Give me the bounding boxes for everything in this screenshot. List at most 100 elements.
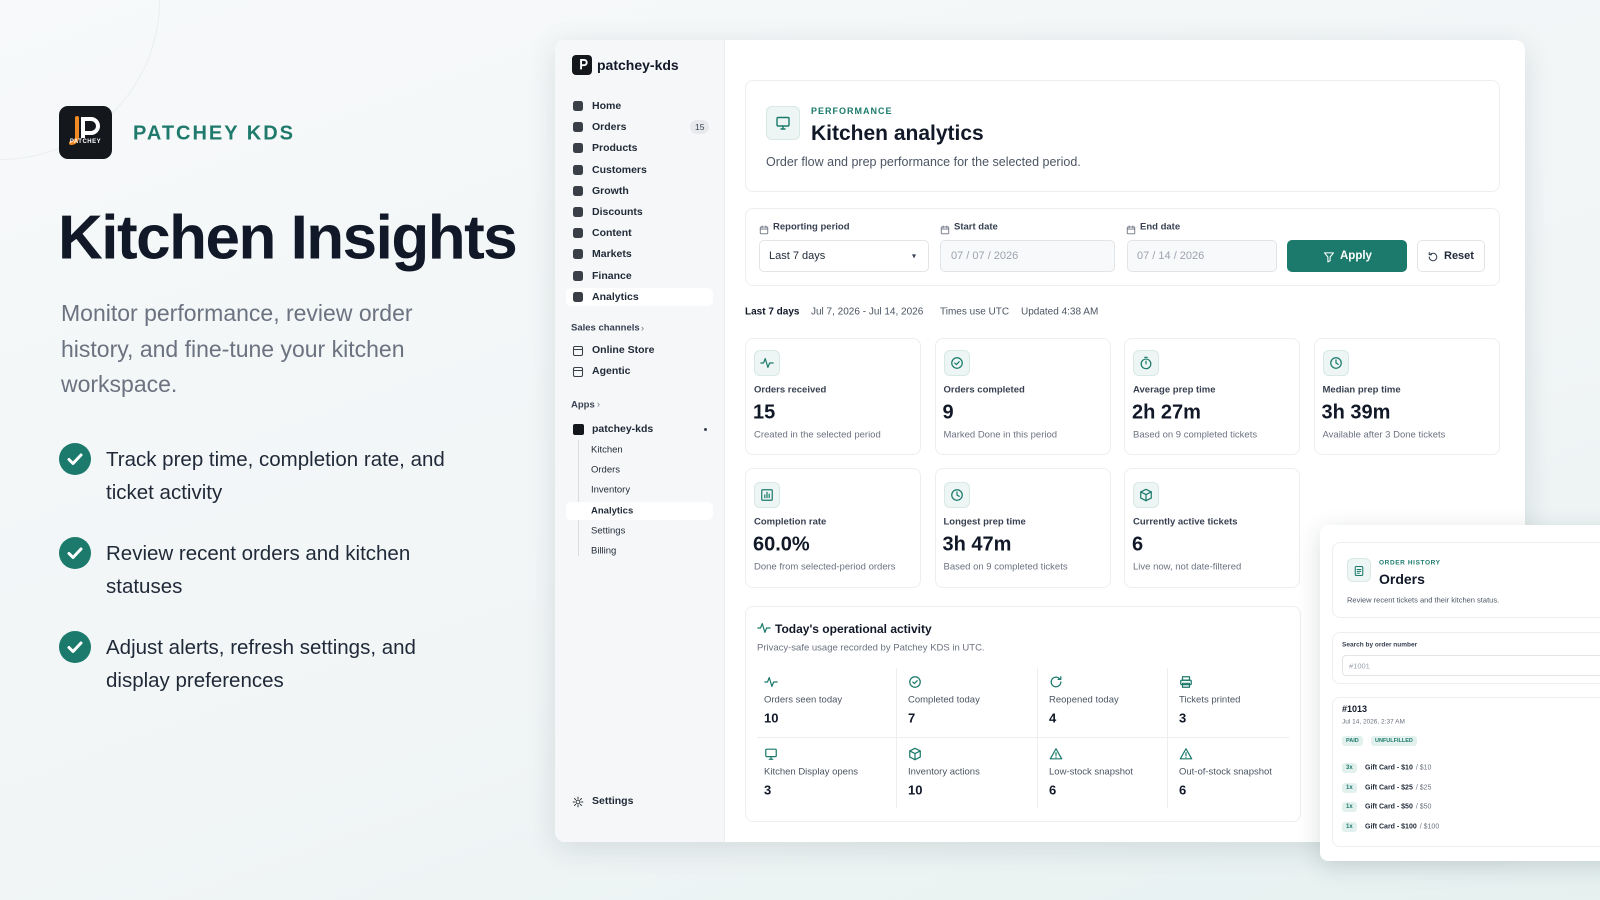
metric-icon <box>950 356 964 370</box>
metric-value: 3h 39m <box>1321 401 1391 424</box>
subnav-item[interactable]: Inventory <box>591 484 631 496</box>
line-qty: 1x <box>1342 821 1357 832</box>
reset-button[interactable] <box>1417 240 1485 272</box>
metric-icon <box>1329 356 1343 370</box>
activity-label: Reopened today <box>1049 694 1119 706</box>
activity-card <box>745 606 1301 822</box>
nav-item[interactable]: Content <box>592 227 632 240</box>
order-card[interactable] <box>1332 697 1600 847</box>
section-heading: Apps <box>571 399 595 411</box>
period-select[interactable] <box>759 240 929 272</box>
order-badge: UNFULFILLED <box>1371 736 1417 746</box>
nav-item[interactable]: Discounts <box>592 206 643 218</box>
nav-icon <box>573 270 583 281</box>
activity-item-icon <box>764 675 778 689</box>
nav-item[interactable]: Markets <box>592 248 632 261</box>
nav-icon <box>573 164 583 175</box>
label-icon <box>759 222 769 235</box>
brand-logo <box>59 106 112 159</box>
feature-text: Adjust alerts, refresh settings, and dis… <box>106 636 416 692</box>
order-badge: PAID <box>1342 736 1363 746</box>
activity-title: Today's operational activity <box>775 622 932 636</box>
store-name: patchey-kds <box>597 57 679 73</box>
start-input[interactable] <box>940 240 1115 272</box>
activity-item-icon <box>1179 747 1193 761</box>
subnav-active <box>566 501 713 520</box>
header-icon-box <box>766 106 800 140</box>
nav-item[interactable]: Home <box>592 100 622 112</box>
store-logo <box>572 55 592 75</box>
orders-description: Review recent tickets and their kitchen … <box>1347 595 1500 605</box>
line-qty: 3x <box>1342 763 1357 773</box>
apply-icon <box>1323 250 1335 263</box>
nav-item[interactable]: Products <box>592 142 638 155</box>
subnav-item[interactable]: Kitchen <box>591 444 623 456</box>
line-price: / $10 <box>1415 764 1432 772</box>
check-glyph <box>67 453 83 465</box>
nav-badge: 15 <box>690 120 710 135</box>
nav-item[interactable]: Finance <box>592 269 632 282</box>
channel-item[interactable]: Online Store <box>592 344 655 356</box>
app-item[interactable]: patchey-kds <box>592 423 654 435</box>
line-item: Gift Card - $25 <box>1365 784 1413 791</box>
period-value: Last 7 days <box>769 250 826 262</box>
hero-title: Kitchen Insights <box>58 203 518 273</box>
metric-icon-box <box>943 482 970 508</box>
metric-value: 9 <box>942 401 954 424</box>
channel-item[interactable]: Agentic <box>592 365 631 377</box>
metric-label: Longest prep time <box>943 516 1026 528</box>
metric-icon <box>950 488 964 502</box>
metric-label: Median prep time <box>1322 384 1401 396</box>
line-text: Gift Card - $25/ $25 <box>1365 784 1431 791</box>
reset-icon <box>1427 250 1439 262</box>
label-icon <box>1126 222 1136 235</box>
nav-item[interactable]: Customers <box>592 163 647 176</box>
settings-link[interactable]: Settings <box>592 795 634 807</box>
brand-name: PATCHEY KDS <box>133 122 296 145</box>
activity-divider <box>1037 668 1038 808</box>
line-price: / $100 <box>1419 823 1440 830</box>
end-input[interactable] <box>1127 240 1277 272</box>
metric-value: 2h 27m <box>1132 401 1201 424</box>
activity-item-icon <box>1049 747 1063 761</box>
header-card <box>745 80 1500 192</box>
metric-label: Average prep time <box>1133 384 1216 396</box>
filter-label: Start date <box>954 221 998 233</box>
metric-value: 60.0% <box>753 533 810 556</box>
line-price: / $25 <box>1415 784 1432 791</box>
orders-icon <box>1353 564 1365 577</box>
nav-item[interactable]: Analytics <box>592 290 639 303</box>
label-icon <box>940 222 950 235</box>
apply-button[interactable] <box>1287 240 1407 272</box>
nav-icon <box>573 185 583 196</box>
line-item: Gift Card - $50 <box>1365 803 1413 811</box>
subnav-item[interactable]: Analytics <box>591 505 634 517</box>
subnav-item[interactable]: Settings <box>591 525 626 537</box>
header-icon <box>775 115 791 131</box>
summary-item: Jul 7, 2026 - Jul 14, 2026 <box>811 306 924 318</box>
page-title: Kitchen analytics <box>811 122 984 145</box>
activity-item-icon <box>1179 675 1193 689</box>
line-qty: 1x <box>1342 802 1357 812</box>
activity-value: 3 <box>1179 710 1187 726</box>
metric-icon <box>1139 488 1153 502</box>
app-icon <box>573 424 584 435</box>
subnav-item[interactable]: Orders <box>591 464 621 476</box>
line-item: Gift Card - $100 <box>1365 823 1417 830</box>
eyebrow: PERFORMANCE <box>811 106 893 116</box>
nav-item[interactable]: Growth <box>592 184 629 197</box>
filter-label: Reporting period <box>773 221 850 233</box>
end-value: 07 / 14 / 2026 <box>1137 250 1205 262</box>
activity-label: Kitchen Display opens <box>764 766 858 778</box>
metric-icon-box <box>754 482 780 508</box>
subnav-item[interactable]: Billing <box>591 545 617 557</box>
activity-value: 7 <box>908 710 916 726</box>
channel-icon <box>572 344 584 357</box>
metric-note: Based on 9 completed tickets <box>943 561 1068 573</box>
search-input[interactable] <box>1342 655 1600 676</box>
nav-item[interactable]: Orders <box>592 121 627 134</box>
activity-item-icon <box>908 747 922 761</box>
metric-label: Currently active tickets <box>1133 516 1238 528</box>
orders-header-card <box>1332 542 1600 618</box>
